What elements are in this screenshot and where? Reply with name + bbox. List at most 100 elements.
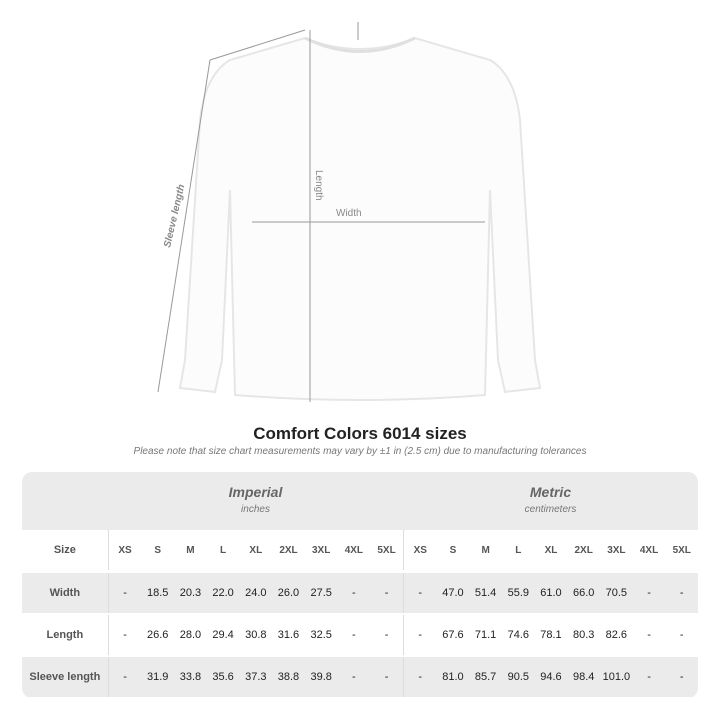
table-cell: 31.6 bbox=[277, 629, 300, 641]
table-cell: 32.5 bbox=[310, 629, 332, 641]
metric-header: Metric centimeters bbox=[403, 484, 698, 515]
divider bbox=[402, 657, 404, 697]
row-label: Length bbox=[46, 629, 84, 641]
table-cell: M bbox=[481, 544, 490, 556]
size-table: Imperial inches Metric centimeters Size XS S… bbox=[22, 472, 698, 698]
table-cell: 85.7 bbox=[474, 671, 497, 683]
table-cell: 28.0 bbox=[179, 629, 202, 641]
table-row: Length - 26.6 28.0 29.4 30.8 31.6 32.5 - - - 67.6 71… bbox=[22, 615, 698, 655]
table-cell: 47.0 bbox=[442, 587, 464, 599]
table-cell: 82.6 bbox=[605, 629, 628, 641]
table-cell: 3XL bbox=[312, 544, 331, 556]
table-cell: XL bbox=[249, 544, 263, 556]
row-label: Size bbox=[53, 544, 76, 556]
length-label: Length bbox=[313, 170, 324, 201]
table-cell: 55.9 bbox=[507, 587, 529, 599]
table-cell: - bbox=[418, 587, 423, 599]
table-cell: 27.5 bbox=[310, 587, 332, 599]
table-cell: 5XL bbox=[377, 544, 396, 556]
table-cell: - bbox=[384, 629, 389, 641]
table-cell: - bbox=[679, 629, 684, 641]
table-cell: 30.8 bbox=[245, 629, 267, 641]
tolerance-note: Please note that size chart measurements… bbox=[133, 446, 587, 457]
table-cell: 94.6 bbox=[540, 671, 562, 683]
table-header: Imperial inches Metric centimeters bbox=[22, 472, 698, 530]
table-cell: 2XL bbox=[574, 544, 593, 556]
table-cell: 33.8 bbox=[179, 671, 202, 683]
table-cell: 24.0 bbox=[245, 587, 267, 599]
table-cell: - bbox=[647, 629, 651, 641]
table-cell: - bbox=[352, 629, 356, 641]
shirt-diagram: Length Width Sleeve length bbox=[157, 22, 542, 402]
table-cell: 3XL bbox=[607, 544, 626, 556]
table-cell: XL bbox=[544, 544, 558, 556]
sleeve-label: Sleeve length bbox=[162, 183, 187, 248]
table-cell: S bbox=[449, 544, 457, 556]
table-cell: 18.5 bbox=[147, 587, 169, 599]
row-label: Width bbox=[49, 587, 81, 599]
table-cell: 90.5 bbox=[507, 671, 529, 683]
sleeve-line bbox=[157, 59, 211, 393]
table-row: Size XS S M L XL 2XL 3XL 4XL 5XL XS S M L XL 2XL 3XL 4XL 5… bbox=[22, 530, 698, 570]
table-cell: 67.6 bbox=[442, 629, 464, 641]
table-cell: S bbox=[154, 544, 162, 556]
row-label: Sleeve length bbox=[29, 671, 101, 683]
table-cell: 38.8 bbox=[277, 671, 300, 683]
table-cell: - bbox=[679, 587, 684, 599]
table-cell: 74.6 bbox=[507, 629, 529, 641]
imperial-header: Imperial inches bbox=[108, 484, 403, 515]
table-cell: 70.5 bbox=[605, 587, 628, 599]
width-label: Width bbox=[336, 208, 362, 219]
metric-unit: centimeters bbox=[524, 504, 577, 515]
imperial-unit: inches bbox=[241, 504, 270, 515]
table-cell: 98.4 bbox=[572, 671, 595, 683]
table-cell: - bbox=[679, 671, 684, 683]
divider bbox=[402, 615, 404, 655]
table-cell: 51.4 bbox=[474, 587, 497, 599]
divider bbox=[107, 530, 109, 570]
table-cell: 35.6 bbox=[212, 671, 234, 683]
table-cell: - bbox=[647, 587, 651, 599]
table-cell: 4XL bbox=[344, 544, 364, 556]
table-cell: - bbox=[123, 629, 127, 641]
table-cell: 29.4 bbox=[212, 629, 234, 641]
table-row: Sleeve length - 31.9 33.8 35.6 37.3 38.8 39.8 - -… bbox=[22, 657, 698, 697]
table-cell: - bbox=[418, 629, 423, 641]
table-cell: 61.0 bbox=[540, 587, 562, 599]
divider bbox=[402, 530, 404, 570]
table-cell: L bbox=[220, 544, 227, 556]
table-cell: 26.6 bbox=[147, 629, 169, 641]
table-cell: - bbox=[418, 671, 423, 683]
divider bbox=[402, 573, 404, 613]
table-cell: 66.0 bbox=[572, 587, 595, 599]
table-cell: XS bbox=[413, 544, 427, 556]
table-cell: L bbox=[515, 544, 522, 556]
table-cell: - bbox=[647, 671, 651, 683]
table-cell: 39.8 bbox=[310, 671, 332, 683]
table-cell: 71.1 bbox=[474, 629, 497, 641]
table-cell: 37.3 bbox=[245, 671, 267, 683]
table-cell: 2XL bbox=[279, 544, 298, 556]
divider bbox=[107, 657, 109, 697]
table-cell: 4XL bbox=[639, 544, 659, 556]
table-cell: - bbox=[352, 671, 356, 683]
table-cell: XS bbox=[118, 544, 132, 556]
table-cell: 5XL bbox=[672, 544, 691, 556]
page-title: Comfort Colors 6014 sizes bbox=[253, 424, 467, 443]
divider bbox=[107, 615, 109, 655]
table-cell: 26.0 bbox=[277, 587, 300, 599]
table-cell: 101.0 bbox=[602, 671, 631, 683]
table-row: Width - 18.5 20.3 22.0 24.0 26.0 27.5 - - - 47.0 51.… bbox=[22, 573, 698, 613]
table-cell: 31.9 bbox=[147, 671, 169, 683]
table-cell: - bbox=[123, 671, 127, 683]
metric-name: Metric bbox=[529, 484, 572, 500]
table-cell: M bbox=[186, 544, 195, 556]
table-cell: 22.0 bbox=[212, 587, 234, 599]
table-cell: - bbox=[384, 671, 389, 683]
imperial-name: Imperial bbox=[228, 484, 283, 500]
shirt-body bbox=[178, 36, 542, 401]
table-cell: - bbox=[384, 587, 389, 599]
table-cell: 81.0 bbox=[442, 671, 464, 683]
table-cell: 78.1 bbox=[540, 629, 562, 641]
table-cell: - bbox=[123, 587, 127, 599]
